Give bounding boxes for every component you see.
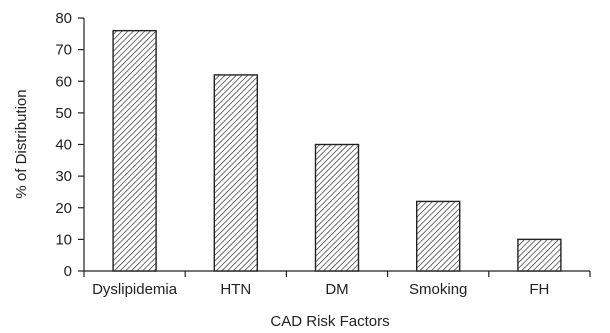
x-axis-title: CAD Risk Factors	[270, 313, 389, 330]
x-tick-label: Smoking	[409, 281, 467, 298]
y-tick-label: 50	[55, 105, 72, 122]
y-tick-label: 60	[55, 73, 72, 90]
x-tick-label: DM	[325, 281, 348, 298]
y-tick-label: 40	[55, 137, 72, 154]
x-tick-label: FH	[529, 281, 549, 298]
bar-dm	[314, 143, 360, 272]
x-axis: Dyslipidemia HTN DM Smoking FH	[83, 270, 591, 298]
y-tick-label: 10	[55, 231, 72, 248]
y-tick-label: 20	[55, 200, 72, 217]
x-tick-label: Dyslipidemia	[92, 281, 178, 298]
bar-htn	[213, 74, 259, 272]
y-tick-label: 0	[64, 263, 72, 280]
y-tick-label: 80	[55, 10, 72, 27]
y-axis: 0 10 20 30 40 50 60 70 80	[55, 10, 85, 280]
x-tick-label: HTN	[220, 281, 251, 298]
bar-fh	[517, 238, 562, 272]
bars	[112, 29, 562, 272]
bar-smoking	[416, 200, 461, 272]
y-axis-title: % of Distribution	[13, 89, 30, 198]
bar-dyslipidemia	[112, 29, 157, 272]
y-tick-label: 30	[55, 168, 72, 185]
y-tick-label: 70	[55, 42, 72, 59]
